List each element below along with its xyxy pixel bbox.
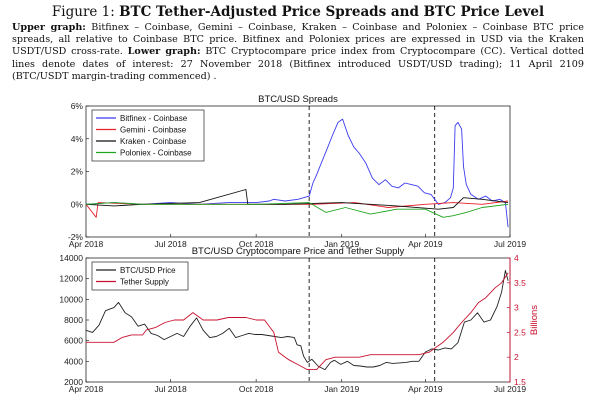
chart-0-legend-label: Bitfinex - Coinbase (120, 114, 188, 123)
chart-1-x-tick-label: Apr 2018 (69, 384, 104, 394)
lower-graph-text: BTC Cryptocompare price index from Crypt… (12, 46, 584, 82)
chart-1-series-line-0 (86, 269, 509, 371)
chart-0-legend-label: Gemini - Coinbase (120, 126, 187, 135)
chart-0-y-tick-label: 4% (71, 134, 84, 144)
chart-1-right-tick-label: 3.5 (514, 278, 526, 288)
chart-0-y-tick-label: 0% (71, 199, 84, 209)
chart-0-series-line-0 (86, 118, 509, 228)
figure-title-text: BTC Tether-Adjusted Price Spreads and BT… (119, 4, 545, 20)
chart-1-x-tick-label: Oct 2018 (239, 384, 274, 394)
chart-1-right-axis-label: Billions (529, 305, 540, 335)
chart-1-y-tick-label: 10000 (59, 294, 83, 304)
chart-1-title: BTC/USD Cryptocompare Price and Tether S… (192, 246, 405, 257)
chart-1-y-tick-label: 2000 (64, 377, 83, 387)
chart-0-x-tick-label: Jan 2019 (324, 239, 359, 249)
chart-1-x-tick-label: Jul 2018 (155, 384, 187, 394)
upper-graph-text: Bitfinex – Coinbase, Gemini – Coinbase, … (12, 22, 584, 58)
chart-0-x-tick-label: Jul 2019 (494, 239, 526, 249)
figure-title: Figure 1: BTC Tether-Adjusted Price Spre… (12, 4, 584, 20)
chart-1-x-tick-label: Apr 2019 (408, 384, 443, 394)
chart-0-title: BTC/USD Spreads (258, 94, 338, 105)
chart-1-series-line-1 (86, 272, 509, 371)
chart-1-right-tick-label: 4 (514, 253, 519, 263)
chart-0-x-tick-label: Oct 2018 (239, 239, 274, 249)
chart-1-right-tick-label: 2.5 (514, 327, 526, 337)
figure-description: Upper graph: Bitfinex – Coinbase, Gemini… (12, 22, 584, 83)
chart-1-right-tick-label: 2 (514, 352, 519, 362)
chart-1-legend-label: BTC/USD Price (120, 266, 176, 275)
chart-0-y-tick-label: 6% (71, 101, 84, 111)
figure-label: Figure 1: (51, 4, 115, 20)
chart-0-y-tick-label: 2% (71, 167, 84, 177)
chart-1-right-tick-label: 1.5 (514, 377, 526, 387)
chart-1-y-tick-label: 8000 (64, 315, 83, 325)
chart-1-x-tick-label: Jul 2019 (494, 384, 526, 394)
chart-1-y-tick-label: 4000 (64, 356, 83, 366)
chart-0-x-tick-label: Jul 2018 (155, 239, 187, 249)
chart-1-legend (91, 261, 189, 291)
chart-1-y-tick-label: 6000 (64, 336, 83, 346)
chart-0-legend-label: Kraken - Coinbase (120, 137, 187, 146)
chart-1-right-tick-label: 3 (514, 303, 519, 313)
chart-0-legend-label: Poloniex - Coinbase (120, 149, 192, 158)
figure-caption: Figure 1: BTC Tether-Adjusted Price Spre… (12, 4, 584, 83)
chart-0-series-line-3 (86, 202, 509, 218)
chart-1-legend-label: Tether Supply (120, 278, 169, 287)
chart-1-y-tick-label: 14000 (59, 253, 83, 263)
chart-1-y-tick-label: 12000 (59, 274, 83, 284)
upper-graph-label: Upper graph: (12, 22, 86, 33)
chart-1-x-tick-label: Jan 2019 (324, 384, 359, 394)
lower-graph-label: Lower graph: (127, 46, 201, 58)
chart-0-x-tick-label: Apr 2018 (69, 239, 104, 249)
chart-0-y-tick-label: -2% (68, 232, 84, 242)
chart-0-x-tick-label: Apr 2019 (408, 239, 443, 249)
